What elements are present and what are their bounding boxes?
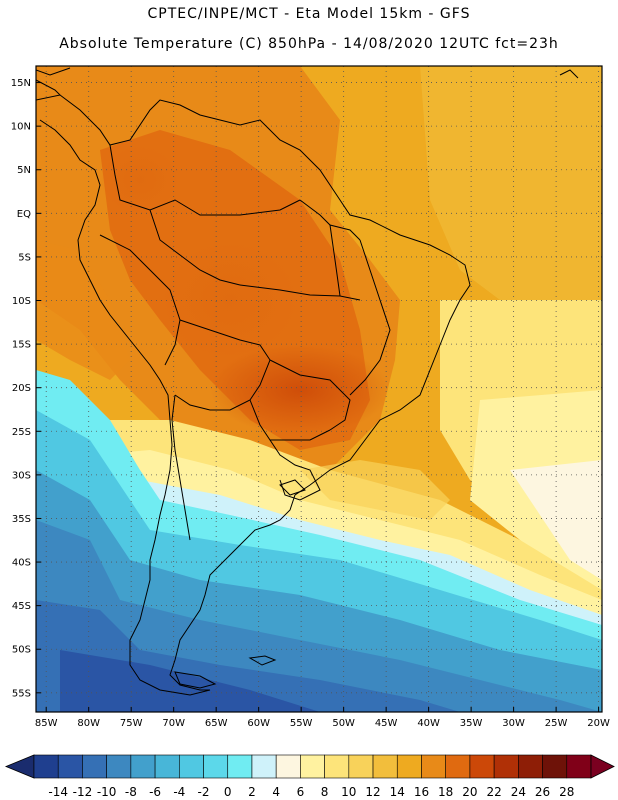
colorbar-swatch	[493, 754, 519, 779]
colorbar-label: 0	[224, 785, 232, 799]
colorbar-labels: -14 -12 -10 -8 -6 -4 -2 0 2 4 6 8 10 12 14 16 18 20 22 24 26…	[48, 785, 574, 799]
lat-label: 15S	[12, 340, 31, 351]
lat-label: 10S	[12, 296, 31, 307]
colorbar-under-arrow	[4, 754, 35, 779]
colorbar-swatch	[130, 754, 156, 779]
colorbar-label: 4	[272, 785, 280, 799]
colorbar-label: 20	[462, 785, 477, 799]
lon-label: 35W	[460, 718, 483, 729]
colorbar-label: 2	[248, 785, 256, 799]
lat-label: 55S	[12, 688, 31, 699]
colorbar-swatch	[82, 754, 107, 779]
map-title: CPTEC/INPE/MCT - Eta Model 15km - GFS	[147, 6, 471, 22]
lon-label: 85W	[35, 718, 58, 729]
lon-label: 65W	[205, 718, 228, 729]
lon-label: 75W	[120, 718, 143, 729]
colorbar-swatch	[348, 754, 374, 779]
lon-label: 20W	[587, 718, 610, 729]
colorbar-swatch	[421, 754, 446, 779]
lat-label: EQ	[17, 209, 31, 220]
colorbar-swatch	[566, 754, 592, 779]
colorbar-swatch	[179, 754, 204, 779]
colorbar-label: -12	[73, 785, 93, 799]
colorbar-swatch	[57, 754, 83, 779]
colorbar-label: 16	[414, 785, 429, 799]
colorbar-label: 8	[321, 785, 329, 799]
lat-label: 25S	[12, 427, 31, 438]
colorbar-swatch	[106, 754, 132, 779]
longitude-labels: 85W 80W 75W 70W 65W 60W 55W 50W 45W 40W 35W 30W 25W 2…	[35, 707, 610, 729]
map-subtitle: Absolute Temperature (C) 850hPa - 14/08/…	[59, 36, 559, 52]
lat-label: 20S	[12, 383, 31, 394]
colorbar-label: -10	[97, 785, 117, 799]
colorbar-swatch	[324, 754, 350, 779]
lon-label: 50W	[332, 718, 355, 729]
lat-label: 30S	[12, 470, 31, 481]
latitude-labels: 15N 10N 5N EQ 5S 10S 15S 20S 25S 30S 35S 40S 45S 50S 5…	[11, 78, 41, 699]
lat-label: 40S	[12, 558, 31, 569]
colorbar-label: 6	[297, 785, 305, 799]
colorbar-swatch	[154, 754, 180, 779]
colorbar-label: 24	[511, 785, 526, 799]
colorbar-swatch	[251, 754, 277, 779]
colorbar-swatch	[445, 754, 471, 779]
colorbar-swatch	[275, 754, 301, 779]
lat-label: 45S	[12, 601, 31, 612]
colorbar-swatch	[518, 754, 543, 779]
lon-label: 45W	[375, 718, 398, 729]
colorbar-label: 12	[365, 785, 380, 799]
colorbar-label: 18	[438, 785, 453, 799]
lon-label: 40W	[417, 718, 440, 729]
colorbar-label: 22	[486, 785, 501, 799]
lon-label: 60W	[247, 718, 270, 729]
colorbar-label: 10	[341, 785, 356, 799]
lat-label: 5N	[17, 165, 31, 176]
colorbar-swatch	[203, 754, 229, 779]
lat-label: 10N	[11, 122, 31, 133]
colorbar-label: -6	[149, 785, 161, 799]
lat-label: 15N	[11, 78, 31, 89]
colorbar-swatch	[542, 754, 568, 779]
colorbar	[4, 754, 615, 779]
map-frame	[35, 65, 603, 713]
colorbar-label: 14	[390, 785, 405, 799]
lat-label: 35S	[12, 514, 31, 525]
lon-label: 70W	[162, 718, 185, 729]
temperature-field	[36, 66, 602, 712]
lat-label: 50S	[12, 645, 31, 656]
coastlines	[36, 67, 579, 696]
colorbar-swatch	[33, 754, 59, 779]
colorbar-over-arrow	[590, 754, 615, 779]
colorbar-swatch	[227, 754, 253, 779]
colorbar-swatch	[469, 754, 495, 779]
colorbar-swatch	[372, 754, 398, 779]
colorbar-swatch	[396, 754, 422, 779]
lat-label: 5S	[18, 252, 31, 263]
lon-label: 55W	[290, 718, 313, 729]
colorbar-label: -2	[198, 785, 210, 799]
colorbar-label: 26	[535, 785, 550, 799]
lon-label: 80W	[77, 718, 100, 729]
lon-label: 30W	[502, 718, 525, 729]
colorbar-label: 28	[559, 785, 574, 799]
colorbar-label: -14	[48, 785, 68, 799]
colorbar-swatch	[300, 754, 325, 779]
colorbar-label: -8	[125, 785, 137, 799]
lon-label: 25W	[545, 718, 568, 729]
colorbar-label: -4	[173, 785, 185, 799]
